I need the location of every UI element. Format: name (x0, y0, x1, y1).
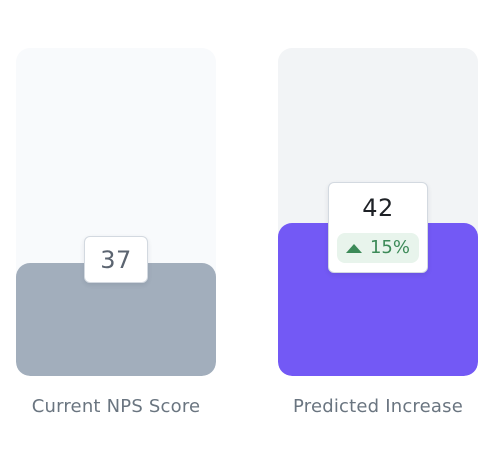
predicted-increase-column: 42 15% Predicted Increase (278, 48, 478, 417)
predicted-track: 42 15% (278, 48, 478, 376)
predicted-increase-label: Predicted Increase (293, 396, 463, 417)
current-nps-value: 37 (100, 246, 132, 274)
predicted-value: 42 (362, 194, 394, 222)
current-nps-value-card: 37 (84, 236, 148, 283)
current-nps-column: 37 Current NPS Score (16, 48, 216, 417)
caret-up-icon (345, 243, 362, 253)
predicted-value-card: 42 15% (328, 182, 428, 273)
predicted-change-value: 15% (369, 237, 410, 258)
current-nps-label: Current NPS Score (31, 396, 201, 417)
current-nps-track: 37 (16, 48, 216, 376)
predicted-change-badge: 15% (336, 233, 419, 263)
